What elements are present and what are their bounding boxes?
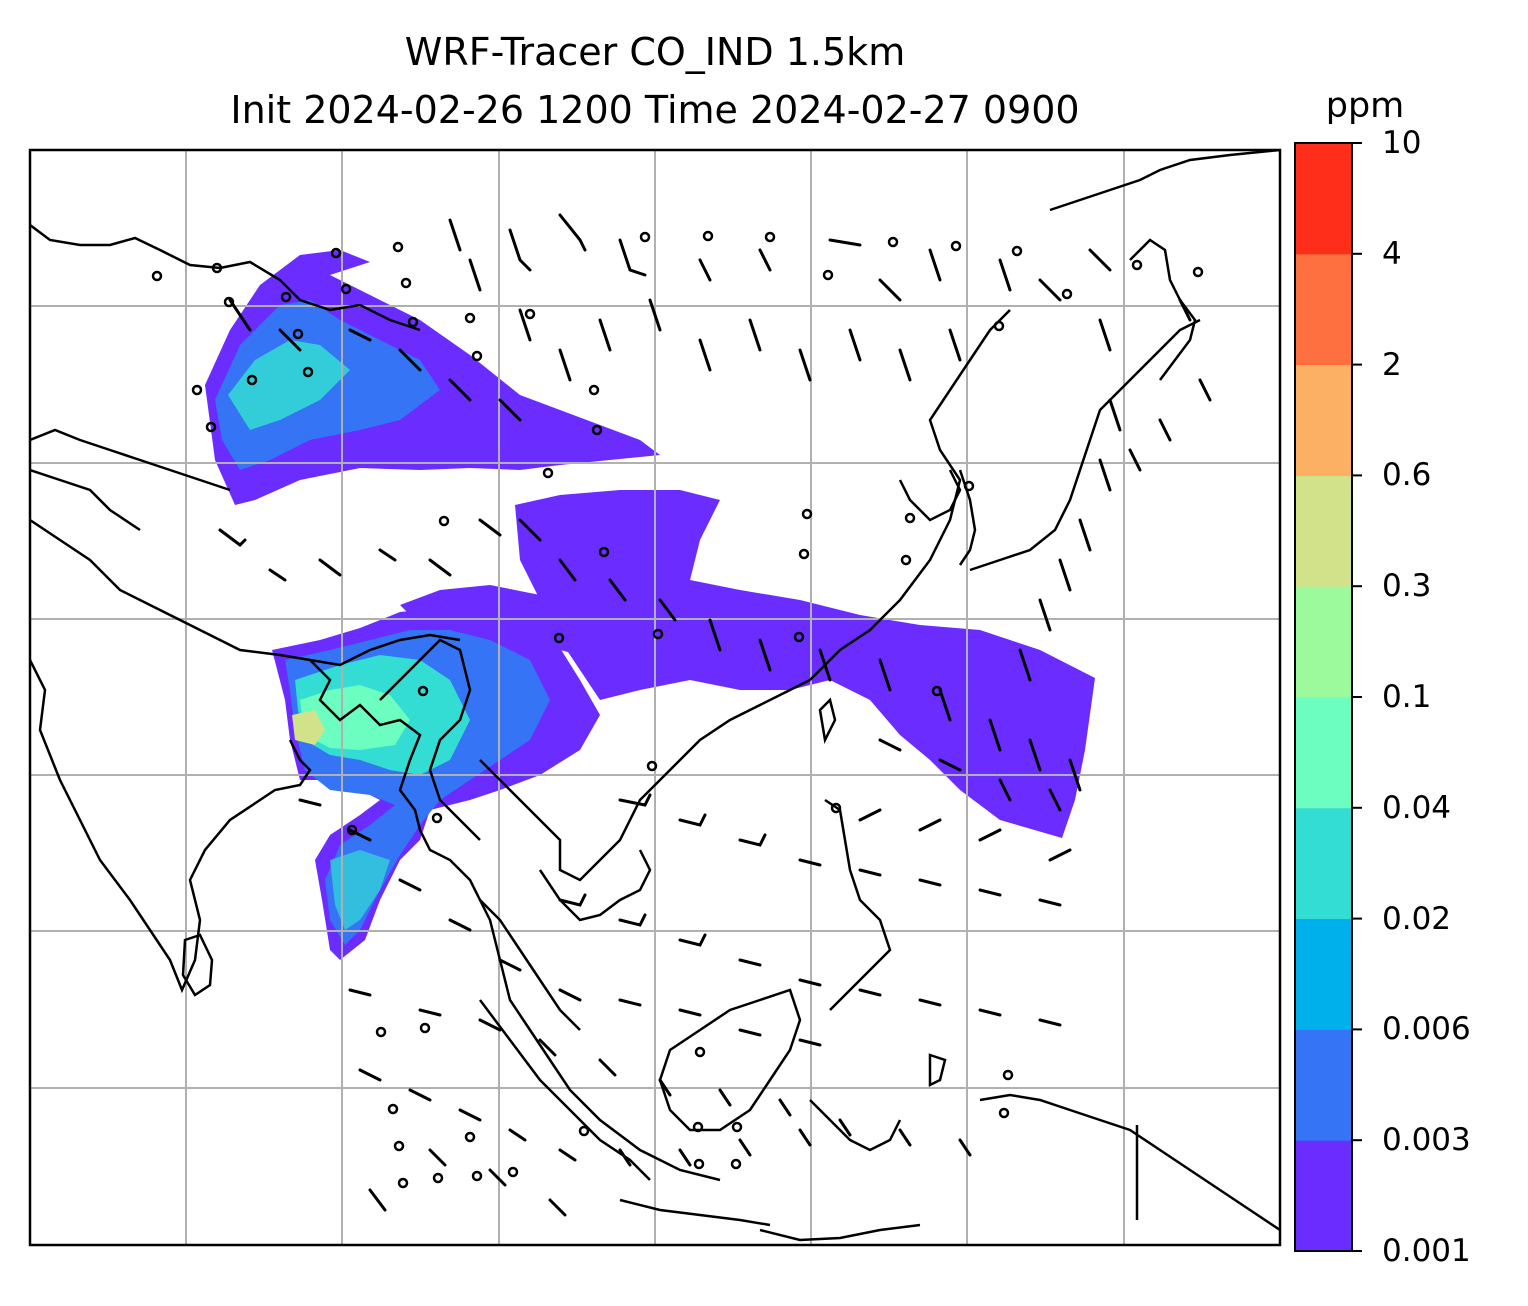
- map-frame: [28, 148, 1282, 1247]
- colorbar-segment: [1295, 253, 1352, 366]
- colorbar-segment: [1295, 475, 1352, 587]
- colorbar-segment: [1295, 1140, 1352, 1252]
- colorbar-segment: [1295, 364, 1352, 476]
- colorbar-tick-label: 0.1: [1382, 679, 1432, 715]
- coast-india: [30, 659, 312, 994]
- colorbar-tick-label: 0.6: [1382, 457, 1432, 494]
- colorbar-segment: [1295, 807, 1352, 920]
- colorbar-tick-label: 0.02: [1382, 900, 1452, 937]
- colorbar-tick-label: 0.3: [1382, 568, 1432, 605]
- wind-barbs: [218, 213, 1212, 1217]
- colorbar: [1294, 142, 1362, 1252]
- coast-indochina: [479, 678, 811, 882]
- colorbar-tick-label: 2: [1382, 346, 1402, 383]
- colorbar-segment: [1295, 918, 1352, 1030]
- coast-china: [809, 309, 1011, 681]
- calm-markers: [151, 230, 1204, 1189]
- colorbar-segment: [1295, 586, 1352, 698]
- coast-sumatra: [479, 999, 651, 1181]
- gridlines: [30, 150, 1280, 1245]
- coast-borneo: [658, 988, 802, 1132]
- colorbar-tick-label: 10: [1382, 125, 1422, 161]
- colorbar-segment: [1295, 143, 1352, 255]
- coast-sri-lanka: [181, 933, 214, 997]
- colorbar-tick-label: 4: [1382, 235, 1402, 272]
- map-title: WRF-Tracer CO_IND 1.5km: [404, 30, 906, 74]
- coast-java: [619, 1198, 771, 1227]
- coast-philippines: [824, 798, 892, 1011]
- colorbar-tick-label: 0.006: [1382, 1011, 1471, 1048]
- coast-taiwan: [818, 697, 837, 744]
- colorbar-tick-label: 0.04: [1382, 789, 1452, 826]
- map-area: [30, 150, 1280, 1245]
- border-myanmar: [309, 659, 721, 1182]
- colorbar-tick-label: 0.003: [1382, 1122, 1471, 1159]
- map-subtitle: Init 2024-02-26 1200 Time 2024-02-27 090…: [230, 88, 1080, 132]
- colorbar-unit-label: ppm: [1325, 86, 1405, 126]
- colorbar-tick-label: 0.001: [1382, 1233, 1471, 1269]
- border-himalaya: [30, 518, 461, 667]
- colorbar-segment: [1295, 697, 1352, 809]
- colorbar-segment: [1295, 1029, 1352, 1141]
- coastlines: [30, 150, 1280, 1242]
- coast-new-guinea: [979, 1093, 1280, 1232]
- tracer-shading: [205, 250, 1095, 960]
- coast-japan: [969, 318, 1201, 572]
- tracer-plume-central: [515, 490, 1095, 838]
